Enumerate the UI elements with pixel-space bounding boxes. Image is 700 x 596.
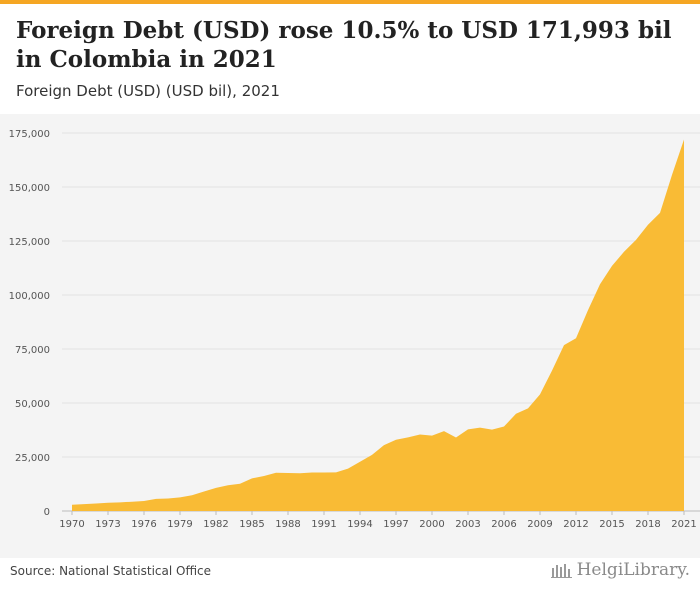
y-tick-label: 0 [44, 507, 50, 518]
chart-subtitle: Foreign Debt (USD) (USD bil), 2021 [16, 82, 280, 100]
data-point[interactable] [394, 438, 398, 442]
data-point[interactable] [586, 308, 590, 312]
library-icon [550, 564, 572, 578]
x-axis-ticks: 1970 1973 1976 1979 1982 1985 1988 1991 1994 1997… [59, 511, 697, 530]
source-note: Source: National Statistical Office [10, 564, 212, 578]
data-point[interactable] [70, 503, 74, 507]
y-tick-label: 50,000 [15, 399, 50, 410]
x-tick-label: 1985 [239, 519, 264, 530]
y-tick-label: 75,000 [15, 345, 50, 356]
y-tick-label: 25,000 [15, 453, 50, 464]
x-tick-label: 2003 [455, 519, 480, 530]
data-point[interactable] [226, 483, 230, 487]
data-point[interactable] [358, 460, 362, 464]
top-accent-bar [0, 0, 700, 4]
data-point[interactable] [406, 435, 410, 439]
x-tick-label: 1979 [167, 519, 192, 530]
data-point[interactable] [430, 434, 434, 438]
data-point[interactable] [262, 474, 266, 478]
data-point[interactable] [82, 502, 86, 506]
data-point[interactable] [166, 496, 170, 500]
data-point[interactable] [550, 369, 554, 373]
x-tick-label: 1982 [203, 519, 228, 530]
data-point[interactable] [106, 501, 110, 505]
x-tick-label: 2021 [671, 519, 696, 530]
data-point[interactable] [238, 482, 242, 486]
data-point[interactable] [478, 426, 482, 430]
brand-logo[interactable]: HelgiLibrary. [550, 560, 690, 580]
data-point[interactable] [202, 490, 206, 494]
area-series-fill [72, 139, 684, 511]
x-tick-label: 2018 [635, 519, 660, 530]
data-point[interactable] [250, 476, 254, 480]
data-point[interactable] [130, 500, 134, 504]
x-tick-label: 2015 [599, 519, 624, 530]
x-tick-label: 2000 [419, 519, 444, 530]
y-tick-label: 175,000 [9, 129, 50, 140]
data-point[interactable] [178, 495, 182, 499]
data-point[interactable] [670, 173, 674, 177]
data-point[interactable] [538, 392, 542, 396]
data-point[interactable] [634, 238, 638, 242]
data-point[interactable] [658, 211, 662, 215]
data-point[interactable] [490, 428, 494, 432]
data-point[interactable] [214, 486, 218, 490]
x-tick-label: 1997 [383, 519, 408, 530]
brand-text: HelgiLibrary. [576, 560, 690, 580]
data-point[interactable] [154, 497, 158, 501]
x-tick-label: 1991 [311, 519, 336, 530]
x-tick-label: 1973 [95, 519, 120, 530]
chart-header: Foreign Debt (USD) rose 10.5% to USD 171… [0, 4, 700, 114]
data-point[interactable] [442, 429, 446, 433]
data-point[interactable] [622, 250, 626, 254]
data-point[interactable] [526, 406, 530, 410]
data-point[interactable] [94, 501, 98, 505]
data-point[interactable] [370, 453, 374, 457]
data-point[interactable] [382, 443, 386, 447]
data-point[interactable] [682, 137, 686, 141]
data-point[interactable] [142, 499, 146, 503]
data-point[interactable] [466, 427, 470, 431]
data-point[interactable] [334, 470, 338, 474]
x-tick-label: 2012 [563, 519, 588, 530]
data-point[interactable] [118, 500, 122, 504]
x-tick-label: 2006 [491, 519, 516, 530]
y-axis-ticks: 0 25,000 50,000 75,000 100,000 125,000 150,000… [9, 129, 50, 518]
x-tick-label: 1976 [131, 519, 156, 530]
data-point[interactable] [646, 223, 650, 227]
data-point[interactable] [274, 471, 278, 475]
data-point[interactable] [346, 467, 350, 471]
data-point[interactable] [454, 436, 458, 440]
data-point[interactable] [610, 264, 614, 268]
area-series [70, 137, 686, 511]
x-tick-label: 1994 [347, 519, 372, 530]
data-point[interactable] [298, 471, 302, 475]
data-point[interactable] [514, 412, 518, 416]
data-point[interactable] [310, 471, 314, 475]
data-point[interactable] [562, 343, 566, 347]
y-tick-label: 125,000 [9, 237, 50, 248]
data-point[interactable] [190, 493, 194, 497]
data-point[interactable] [598, 282, 602, 286]
x-tick-label: 2009 [527, 519, 552, 530]
y-tick-label: 100,000 [9, 291, 50, 302]
y-tick-label: 150,000 [9, 183, 50, 194]
data-point[interactable] [502, 425, 506, 429]
x-tick-label: 1970 [59, 519, 84, 530]
chart-title: Foreign Debt (USD) rose 10.5% to USD 171… [16, 17, 672, 73]
x-tick-label: 1988 [275, 519, 300, 530]
data-point[interactable] [322, 471, 326, 475]
data-point[interactable] [418, 433, 422, 437]
data-point[interactable] [574, 336, 578, 340]
area-chart: 0 25,000 50,000 75,000 100,000 125,000 150,000… [9, 129, 700, 530]
data-point[interactable] [286, 471, 290, 475]
